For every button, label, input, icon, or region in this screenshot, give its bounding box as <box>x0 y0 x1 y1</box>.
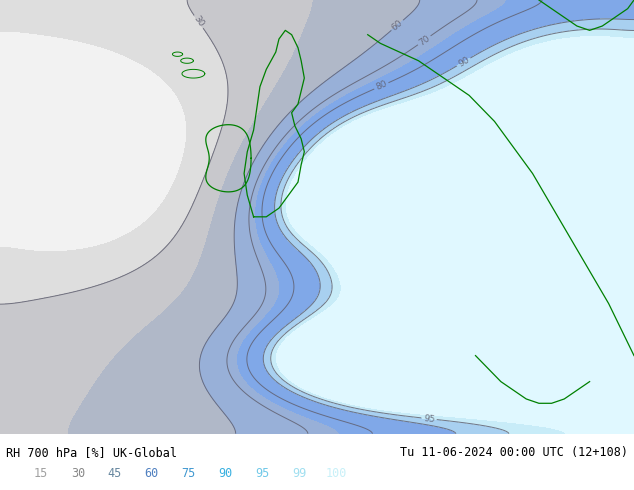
Text: 95: 95 <box>256 467 269 480</box>
Text: 100: 100 <box>325 467 347 480</box>
Text: 99: 99 <box>292 467 306 480</box>
Text: 45: 45 <box>108 467 122 480</box>
Text: 15: 15 <box>34 467 48 480</box>
Text: 80: 80 <box>374 79 389 92</box>
Text: 95: 95 <box>423 414 435 424</box>
Text: 70: 70 <box>417 33 432 48</box>
Text: 90: 90 <box>218 467 233 480</box>
Text: 30: 30 <box>71 467 85 480</box>
Text: RH 700 hPa [%] UK-Global: RH 700 hPa [%] UK-Global <box>6 446 178 459</box>
Text: 60: 60 <box>390 18 404 32</box>
Text: 30: 30 <box>191 14 205 29</box>
Text: Tu 11-06-2024 00:00 UTC (12+108): Tu 11-06-2024 00:00 UTC (12+108) <box>399 446 628 459</box>
Text: 90: 90 <box>456 55 471 69</box>
Text: 60: 60 <box>145 467 159 480</box>
Text: 75: 75 <box>181 467 196 480</box>
